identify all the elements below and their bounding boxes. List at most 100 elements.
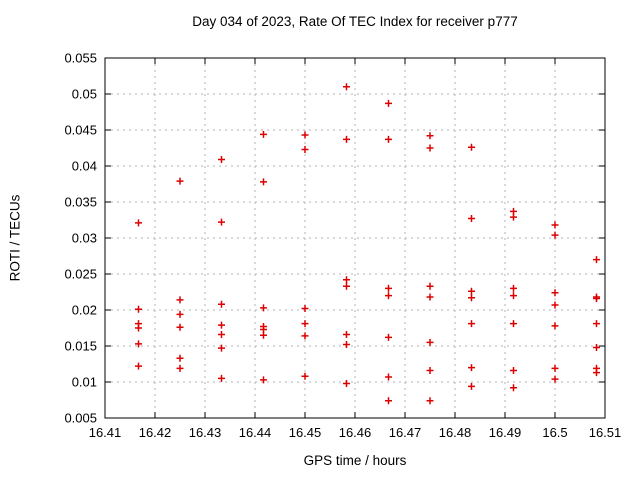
data-point-plus [426, 338, 434, 346]
data-point-plus [176, 177, 184, 185]
data-point-plus [218, 374, 225, 382]
y-tick-label: 0.04 [72, 159, 97, 174]
data-point-plus [343, 276, 350, 284]
x-tick-label: 16.48 [439, 425, 472, 440]
y-axis-label: ROTI / TECUs [7, 194, 23, 282]
data-point-plus [260, 130, 267, 138]
y-tick-label: 0.01 [72, 375, 97, 390]
data-point-plus [301, 332, 309, 340]
data-point-plus [510, 284, 517, 292]
data-point-plus [176, 323, 184, 331]
data-point-plus [510, 384, 517, 392]
data-point-plus [426, 282, 434, 290]
data-point-plus [510, 213, 517, 221]
data-point-plus [551, 301, 559, 309]
y-tick-label: 0.015 [64, 339, 97, 354]
data-point-plus [343, 379, 350, 387]
data-point-plus [176, 310, 184, 318]
data-point-plus [551, 289, 559, 297]
data-point-plus [385, 99, 392, 107]
y-tick-label: 0.055 [64, 51, 97, 66]
chart-title: Day 034 of 2023, Rate Of TEC Index for r… [192, 14, 518, 29]
data-point-plus [135, 362, 142, 370]
data-point-plus [301, 372, 309, 380]
data-point-plus [510, 292, 517, 300]
x-tick-label: 16.42 [139, 425, 172, 440]
data-point-plus [551, 364, 559, 372]
data-point-plus [468, 143, 475, 151]
data-point-plus [385, 284, 392, 292]
data-point-plus [135, 305, 142, 313]
data-point-plus [301, 145, 309, 153]
data-point-plus [343, 282, 350, 290]
data-point-plus [426, 366, 434, 374]
y-tick-label: 0.03 [72, 231, 97, 246]
y-tick-label: 0.045 [64, 123, 97, 138]
data-point-plus [510, 366, 517, 374]
data-point-plus [218, 156, 225, 164]
data-point-plus [426, 397, 434, 405]
x-tick-label: 16.43 [189, 425, 222, 440]
data-point-plus [385, 333, 392, 341]
data-point-plus [260, 376, 267, 384]
y-tick-label: 0.05 [72, 87, 97, 102]
data-point-plus [176, 296, 184, 304]
x-tick-label: 16.44 [239, 425, 272, 440]
data-point-plus [260, 331, 267, 339]
data-point-plus [343, 330, 350, 338]
data-point-plus [218, 321, 225, 329]
data-point-plus [385, 373, 392, 381]
data-point-plus [385, 397, 392, 405]
data-point-plus [301, 131, 309, 139]
data-point-plus [343, 135, 350, 143]
data-point-plus [468, 320, 475, 328]
data-point-plus [510, 320, 517, 328]
data-point-plus [135, 324, 142, 332]
data-point-plus [593, 343, 600, 351]
data-point-plus [260, 304, 267, 312]
data-point-plus [176, 364, 184, 372]
x-tick-label: 16.47 [389, 425, 422, 440]
data-point-plus [551, 375, 559, 383]
data-point-plus [260, 178, 267, 186]
data-point-plus [468, 287, 475, 295]
data-point-plus [593, 256, 600, 264]
y-tick-label: 0.005 [64, 411, 97, 426]
x-tick-label: 16.49 [489, 425, 522, 440]
data-point-plus [551, 221, 559, 229]
data-point-plus [301, 305, 309, 313]
data-point-plus [218, 218, 225, 226]
data-point-plus [551, 231, 559, 239]
data-point-plus [301, 320, 309, 328]
data-point-plus [135, 340, 142, 348]
x-tick-label: 16.45 [289, 425, 322, 440]
data-point-plus [468, 215, 475, 223]
data-point-plus [426, 144, 434, 152]
y-tick-label: 0.025 [64, 267, 97, 282]
x-tick-label: 16.51 [589, 425, 622, 440]
data-point-plus [468, 294, 475, 302]
data-point-plus [385, 135, 392, 143]
data-point-plus [176, 354, 184, 362]
data-point-plus [218, 344, 225, 352]
y-tick-label: 0.02 [72, 303, 97, 318]
data-point-plus [593, 369, 600, 377]
x-tick-label: 16.5 [542, 425, 567, 440]
x-axis-label: GPS time / hours [303, 453, 407, 468]
x-tick-label: 16.46 [339, 425, 372, 440]
data-point-plus [551, 322, 559, 330]
data-point-plus [468, 364, 475, 372]
data-point-plus [343, 341, 350, 349]
data-point-plus [218, 330, 225, 338]
data-point-plus [385, 292, 392, 300]
data-point-plus [426, 132, 434, 140]
data-point-plus [343, 83, 350, 91]
x-tick-label: 16.41 [89, 425, 122, 440]
y-tick-label: 0.035 [64, 195, 97, 210]
data-point-plus [593, 320, 600, 328]
data-point-plus [218, 300, 225, 308]
data-point-plus [468, 382, 475, 390]
data-point-plus [593, 294, 600, 302]
